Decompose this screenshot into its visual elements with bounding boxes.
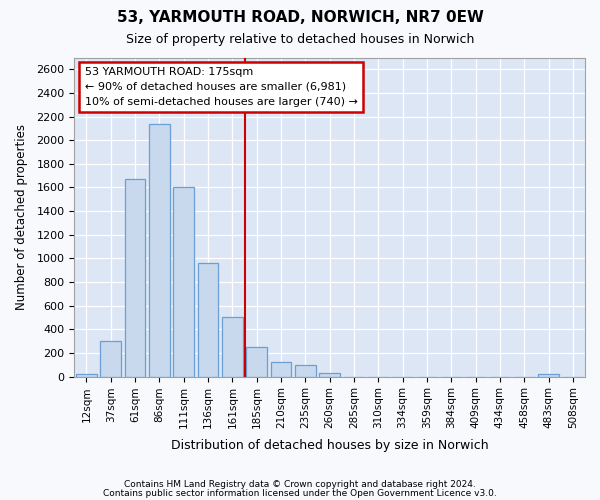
Text: 53 YARMOUTH ROAD: 175sqm
← 90% of detached houses are smaller (6,981)
10% of sem: 53 YARMOUTH ROAD: 175sqm ← 90% of detach… — [85, 67, 358, 106]
Bar — [149, 124, 170, 376]
Text: Contains public sector information licensed under the Open Government Licence v3: Contains public sector information licen… — [103, 488, 497, 498]
Bar — [100, 341, 121, 376]
Text: 53, YARMOUTH ROAD, NORWICH, NR7 0EW: 53, YARMOUTH ROAD, NORWICH, NR7 0EW — [116, 10, 484, 25]
Bar — [173, 188, 194, 376]
Bar — [271, 362, 292, 376]
Y-axis label: Number of detached properties: Number of detached properties — [15, 124, 28, 310]
X-axis label: Distribution of detached houses by size in Norwich: Distribution of detached houses by size … — [171, 440, 488, 452]
Bar — [538, 374, 559, 376]
Bar — [319, 373, 340, 376]
Bar — [125, 179, 145, 376]
Bar — [222, 317, 243, 376]
Bar — [76, 374, 97, 376]
Text: Size of property relative to detached houses in Norwich: Size of property relative to detached ho… — [126, 32, 474, 46]
Bar — [198, 262, 218, 376]
Text: Contains HM Land Registry data © Crown copyright and database right 2024.: Contains HM Land Registry data © Crown c… — [124, 480, 476, 489]
Bar — [247, 347, 267, 376]
Bar — [295, 364, 316, 376]
